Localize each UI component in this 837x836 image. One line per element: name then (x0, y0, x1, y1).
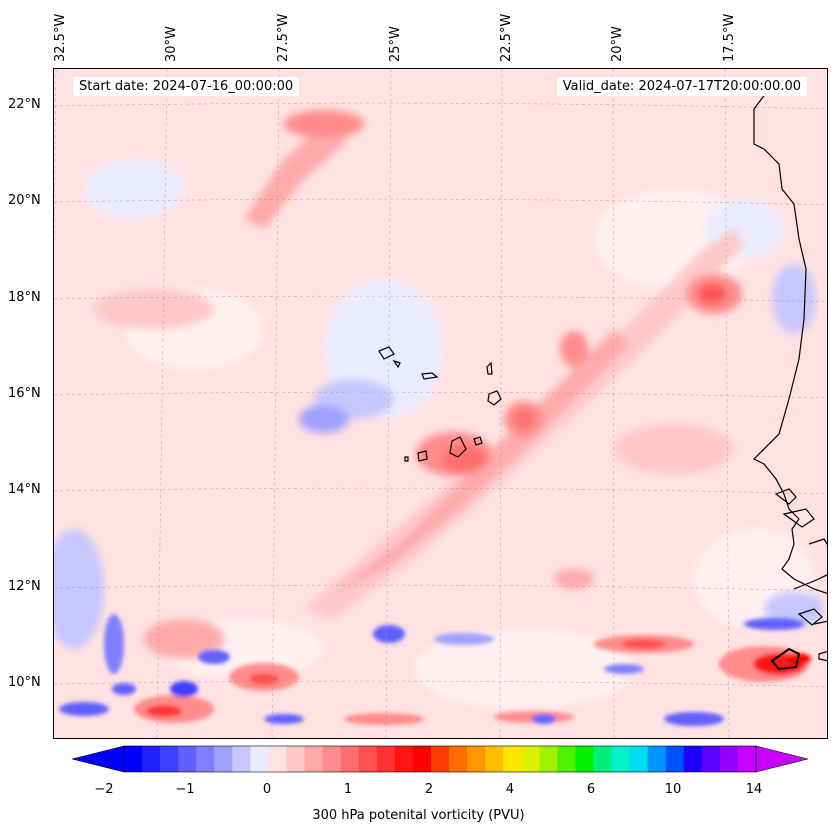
colorbar-swatch (412, 746, 432, 772)
colorbar-swatch (593, 746, 613, 772)
colorbar-swatch (142, 746, 161, 772)
colorbar-tick-4: 4 (505, 782, 515, 797)
colorbar-swatch (376, 746, 396, 772)
colorbar-swatch (557, 746, 576, 772)
colorbar-swatch (467, 746, 486, 772)
lon-label-32.5w: 32.5°W (53, 13, 68, 62)
colorbar-swatch (358, 746, 378, 772)
colorbar-swatch (701, 746, 721, 772)
colorbar-tick-6: 6 (586, 782, 596, 797)
colorbar-swatch (449, 746, 468, 772)
colorbar-tick-10: 10 (664, 782, 682, 797)
lon-label-20w: 20°W (610, 26, 625, 62)
colorbar-swatch (575, 746, 594, 772)
colorbar-swatch (340, 746, 360, 772)
colorbar-swatch (647, 746, 667, 772)
colorbar-extend-high (755, 745, 808, 773)
colorbar-swatch (214, 746, 233, 772)
lat-label-12n: 12°N (8, 579, 41, 594)
lon-label-17.5w: 17.5°W (722, 13, 737, 62)
pv-map[interactable]: Start date: 2024-07-16_00:00:00 Valid_da… (53, 68, 828, 739)
colorbar (72, 745, 808, 773)
colorbar-swatch (196, 746, 215, 772)
lon-label-22.5w: 22.5°W (499, 13, 514, 62)
lat-label-18n: 18°N (8, 290, 41, 305)
coastline (752, 88, 827, 671)
lat-label-14n: 14°N (8, 482, 41, 497)
colorbar-swatch (485, 746, 504, 772)
lat-label-20n: 20°N (8, 193, 41, 208)
pv-light-regions (54, 159, 824, 709)
colorbar-swatch (322, 746, 342, 772)
lon-label-25w: 25°W (388, 26, 403, 62)
valid-date-label: Valid_date: 2024-07-17T20:00:00.00 (556, 77, 807, 96)
pv-field (54, 69, 827, 738)
lat-label-10n: 10°N (8, 675, 41, 690)
colorbar-swatch (394, 746, 414, 772)
colorbar-swatch (665, 746, 685, 772)
lon-label-27.5w: 27.5°W (276, 13, 291, 62)
colorbar-tick-2: 2 (424, 782, 434, 797)
colorbar-tick-neg2: −2 (94, 782, 114, 797)
colorbar-swatch (430, 746, 450, 772)
lat-label-22n: 22°N (8, 97, 41, 112)
colorbar-swatch (304, 746, 324, 772)
lon-label-30w: 30°W (164, 26, 179, 62)
colorbar-extend-low (72, 745, 125, 773)
colorbar-swatch (124, 746, 143, 772)
colorbar-swatch (683, 746, 703, 772)
colorbar-swatch (539, 746, 558, 772)
colorbar-tick-14: 14 (745, 782, 763, 797)
colorbar-tick-1: 1 (343, 782, 353, 797)
colorbar-tick-neg1: −1 (175, 782, 195, 797)
colorbar-swatch (268, 746, 288, 772)
pv-positive-regions (94, 110, 744, 659)
colorbar-tick-0: 0 (262, 782, 272, 797)
lat-label-16n: 16°N (8, 386, 41, 401)
colorbar-label: 300 hPa potenital vorticity (PVU) (312, 808, 525, 823)
colorbar-swatch (737, 746, 757, 772)
colorbar-border (123, 745, 757, 773)
start-date-label: Start date: 2024-07-16_00:00:00 (73, 77, 300, 96)
colorbar-swatch (250, 746, 269, 772)
colorbar-swatch (719, 746, 739, 772)
colorbar-swatch (521, 746, 540, 772)
colorbar-swatch (629, 746, 649, 772)
colorbar-swatch (611, 746, 631, 772)
colorbar-swatch (178, 746, 197, 772)
graticule (54, 69, 827, 738)
colorbar-swatch (232, 746, 251, 772)
colorbar-swatch (160, 746, 179, 772)
colorbar-swatch (286, 746, 306, 772)
colorbar-swatch (503, 746, 522, 772)
cape-verde-islands (378, 346, 502, 462)
pv-strong-band-south (59, 614, 811, 726)
